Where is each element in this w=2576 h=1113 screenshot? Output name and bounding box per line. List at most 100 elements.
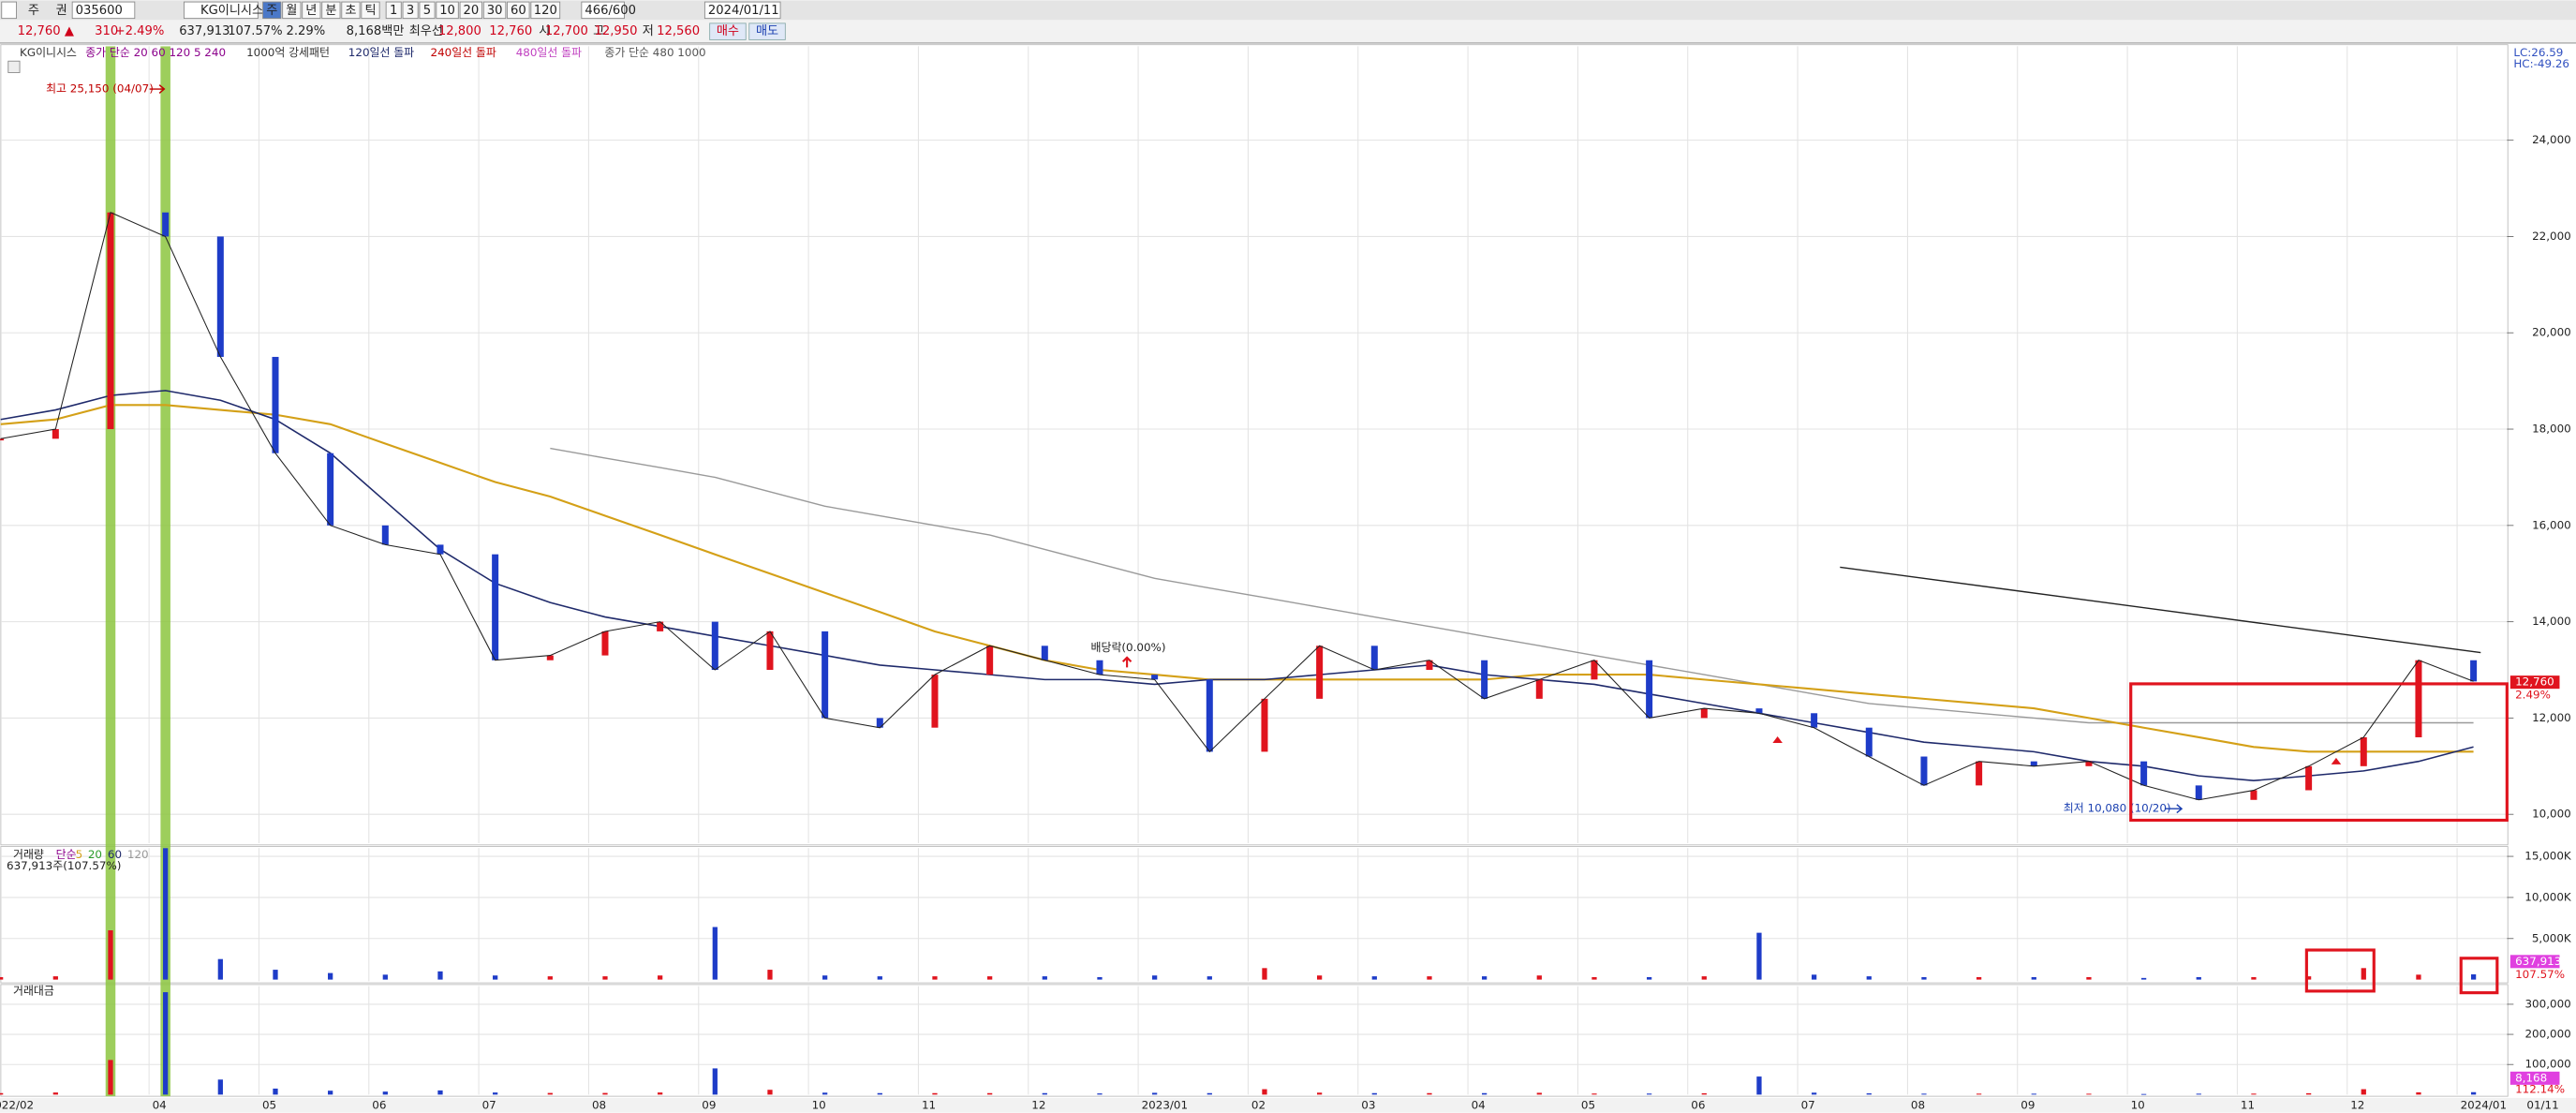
amount-bar	[2086, 1093, 2092, 1095]
amount-bar	[2416, 1091, 2421, 1095]
interval-label[interactable]: 1	[390, 4, 397, 18]
interval-button[interactable]	[436, 1, 459, 20]
legend-item: 종가 단순 480 1000	[604, 46, 705, 59]
interval-button[interactable]	[402, 1, 419, 20]
period-label[interactable]: 월	[286, 3, 297, 18]
candle	[2305, 765, 2313, 791]
amount-bar	[1207, 1092, 1212, 1095]
y-tick-label: 24,000	[2532, 133, 2571, 146]
interval-button[interactable]	[530, 1, 561, 20]
count-box[interactable]	[581, 1, 625, 20]
amount-bar	[1976, 1093, 1982, 1095]
volume-bar	[2140, 977, 2147, 980]
candle	[657, 621, 664, 631]
period-label[interactable]: 주	[266, 4, 277, 18]
period-button[interactable]	[341, 1, 361, 20]
amount-bar	[2031, 1093, 2036, 1095]
amount-bar	[273, 1088, 278, 1095]
candle	[1591, 660, 1598, 680]
volume-bar	[2251, 976, 2257, 980]
candle	[711, 621, 718, 671]
best-label: 최우선	[409, 23, 443, 38]
last-volume-pct: 107.57%	[2515, 968, 2565, 981]
kind-select[interactable]: 권	[56, 3, 67, 18]
code[interactable]: 035600	[76, 4, 123, 18]
menu-button[interactable]	[1, 1, 17, 20]
interval-label[interactable]: 5	[423, 4, 431, 18]
candle	[2415, 660, 2422, 737]
interval-label[interactable]: 20	[463, 4, 479, 18]
candle	[492, 554, 499, 660]
volume-ratio: 107.57%	[228, 24, 282, 38]
legend-item: 20	[88, 848, 102, 861]
y-tick-label: 10,000K	[2524, 890, 2572, 903]
volume: 637,913	[179, 24, 229, 38]
period-label[interactable]: 분	[325, 4, 336, 18]
name-box[interactable]	[183, 1, 259, 20]
sell-button[interactable]	[748, 22, 786, 40]
volume-bar	[2031, 976, 2036, 980]
candle	[2140, 761, 2148, 786]
interval-label[interactable]: 120	[534, 4, 557, 18]
amount-bar	[217, 1079, 223, 1095]
amount-bar	[987, 1092, 993, 1095]
market-select[interactable]: 주	[28, 4, 39, 18]
low-label: 저	[643, 23, 654, 38]
amount: 8,168백만	[347, 23, 405, 38]
code-input[interactable]	[71, 1, 136, 20]
date[interactable]: 2024/01/11	[708, 4, 779, 18]
period-button[interactable]	[262, 1, 282, 20]
y-tick-label: 5,000K	[2532, 931, 2572, 944]
amount-bar	[767, 1090, 773, 1095]
volume-bar	[1262, 968, 1267, 980]
period-button[interactable]	[282, 1, 302, 20]
y-tick-label: 200,000	[2524, 1028, 2570, 1041]
amount-bar	[602, 1092, 608, 1095]
interval-label[interactable]: 60	[511, 4, 526, 18]
last-volume-box	[2509, 955, 2560, 969]
period-label[interactable]: 초	[345, 4, 356, 18]
panel-button[interactable]	[7, 60, 21, 73]
last-price-box	[2509, 675, 2560, 690]
y-tick-label: 15,000K	[2524, 850, 2572, 863]
x-tick-label: 07	[482, 1098, 496, 1111]
buy-label[interactable]: 매수	[717, 23, 739, 38]
period-button[interactable]	[321, 1, 341, 20]
period-label[interactable]: 년	[305, 3, 317, 18]
period-button[interactable]	[361, 1, 380, 20]
amount-bar	[0, 1092, 4, 1095]
sell-label[interactable]: 매도	[756, 23, 778, 38]
date-box[interactable]	[703, 1, 781, 20]
highlight-box	[2129, 682, 2509, 823]
interval-button[interactable]	[385, 1, 402, 20]
period-label[interactable]: 틱	[364, 3, 376, 18]
interval-button[interactable]	[482, 1, 507, 20]
volume-bar	[108, 929, 113, 980]
x-tick-label: 11	[2241, 1098, 2255, 1111]
volume-bar	[1536, 975, 1542, 980]
volume-bar	[52, 976, 58, 980]
amount-bar	[877, 1092, 882, 1095]
interval-button[interactable]	[459, 1, 483, 20]
count[interactable]: 466/600	[585, 4, 636, 18]
x-tick-label: 06	[372, 1098, 386, 1111]
arrow	[149, 84, 166, 94]
x-tick-label: 03	[1361, 1098, 1375, 1111]
amount-bar	[1591, 1093, 1597, 1095]
volume-bar	[1097, 976, 1103, 980]
right-label: HC:-49.26	[2513, 57, 2569, 70]
legend-item: 120일선 돌파	[348, 46, 414, 59]
amount-bar	[822, 1092, 828, 1095]
x-tick-label: 2023/01	[1142, 1098, 1188, 1111]
stock-name[interactable]: KG이니시스	[200, 3, 263, 18]
period-button[interactable]	[302, 1, 321, 20]
buy-button[interactable]	[709, 22, 747, 40]
interval-button[interactable]	[507, 1, 530, 20]
candle	[601, 631, 609, 656]
interval-label[interactable]: 30	[487, 4, 503, 18]
annotation: 배당락(0.00%)	[1091, 641, 1166, 654]
interval-label[interactable]: 3	[407, 4, 414, 18]
interval-label[interactable]: 10	[439, 4, 455, 18]
volume-bar	[217, 958, 223, 980]
interval-button[interactable]	[419, 1, 436, 20]
